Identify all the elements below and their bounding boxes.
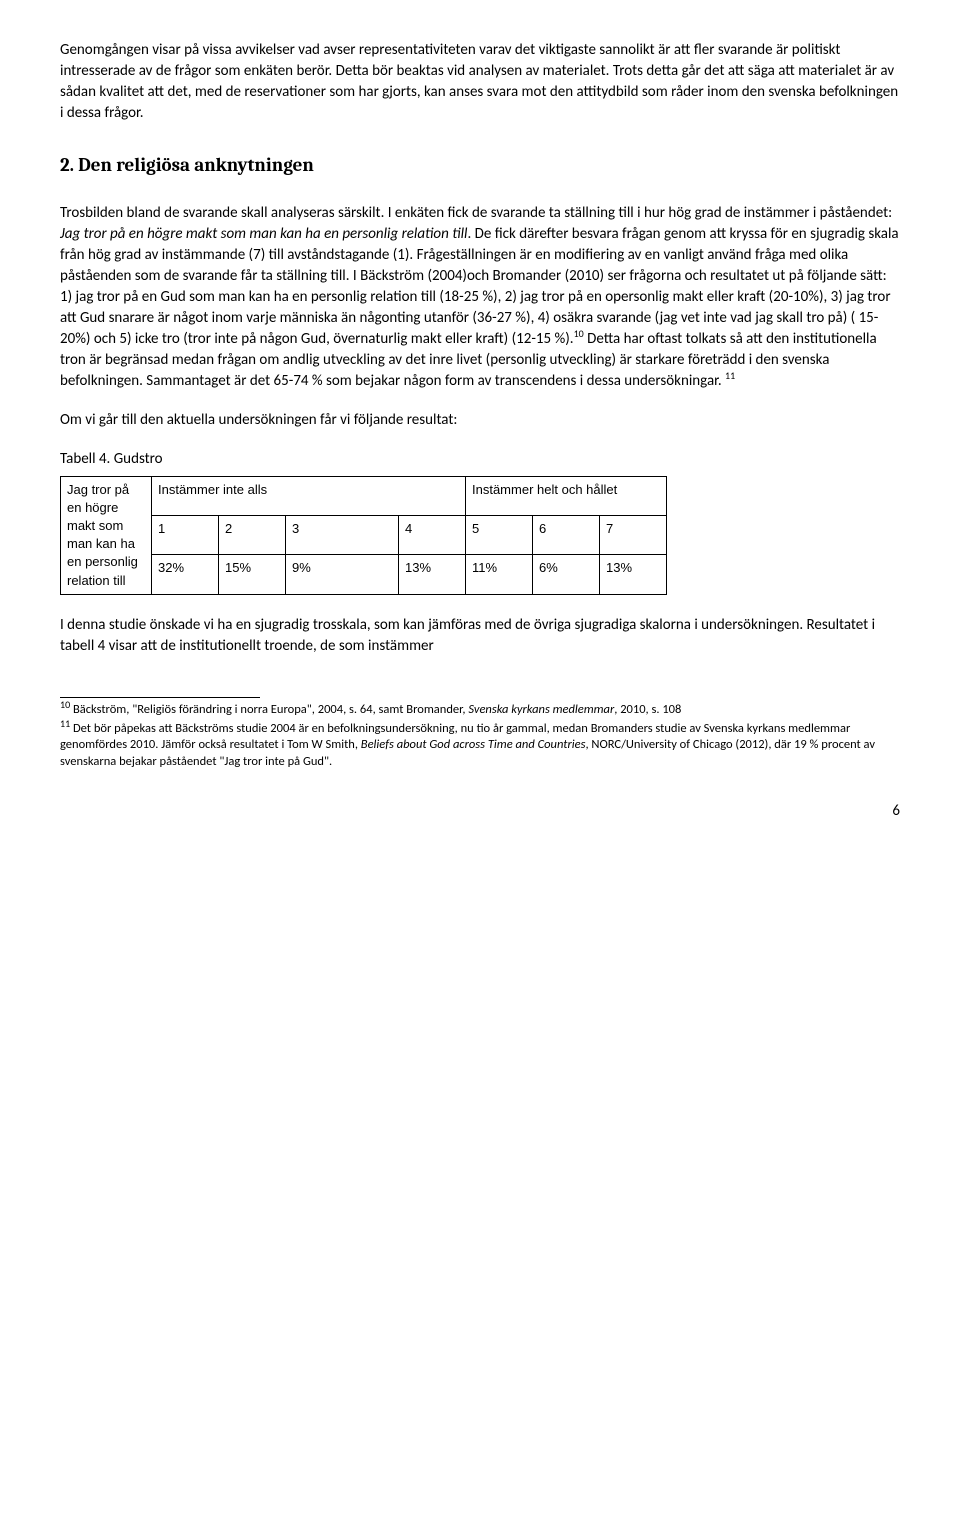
footnote-italic: Beliefs about God across Time and Countr… — [361, 737, 586, 752]
col-num: 4 — [399, 515, 466, 554]
cell-value: 15% — [219, 555, 286, 594]
paragraph-after-table: I denna studie önskade vi ha en sjugradi… — [60, 615, 900, 657]
footnote-ref-11: 11 — [725, 369, 735, 382]
paragraph-main: Trosbilden bland de svarande skall analy… — [60, 203, 900, 392]
table-row: 32% 15% 9% 13% 11% 6% 13% — [61, 555, 667, 594]
footnote-10: 10 Bäckström, "Religiös förändring i nor… — [60, 702, 900, 719]
footnote-number: 10 — [60, 698, 70, 711]
paragraph-lead: Om vi går till den aktuella undersökning… — [60, 410, 900, 431]
section-heading: 2. Den religiösa anknytningen — [60, 152, 900, 179]
table-row: Jag tror på en högre makt som man kan ha… — [61, 476, 667, 515]
col-num: 7 — [600, 515, 667, 554]
italic-phrase: Jag tror på en högre makt som man kan ha… — [60, 225, 467, 243]
col-num: 3 — [286, 515, 399, 554]
col-span-left: Instämmer inte alls — [152, 476, 466, 515]
cell-value: 11% — [466, 555, 533, 594]
cell-value: 13% — [600, 555, 667, 594]
row-header: Jag tror på en högre makt som man kan ha… — [61, 476, 152, 594]
cell-value: 6% — [533, 555, 600, 594]
cell-value: 13% — [399, 555, 466, 594]
table-gudstro: Jag tror på en högre makt som man kan ha… — [60, 476, 667, 595]
footnote-italic: Svenska kyrkans medlemmar — [468, 702, 614, 717]
table-row: 1 2 3 4 5 6 7 — [61, 515, 667, 554]
text-segment: Trosbilden bland de svarande skall analy… — [60, 204, 892, 222]
footnote-ref-10: 10 — [574, 327, 584, 340]
col-span-right: Instämmer helt och hållet — [466, 476, 667, 515]
page-number: 6 — [60, 801, 900, 822]
footnote-text: Bäckström, "Religiös förändring i norra … — [70, 702, 468, 717]
col-num: 2 — [219, 515, 286, 554]
footnote-number: 11 — [60, 716, 70, 729]
col-num: 1 — [152, 515, 219, 554]
cell-value: 32% — [152, 555, 219, 594]
cell-value: 9% — [286, 555, 399, 594]
table-title: Tabell 4. Gudstro — [60, 449, 900, 470]
paragraph-intro: Genomgången visar på vissa avvikelser va… — [60, 40, 900, 124]
footnote-text: , 2010, s. 108 — [614, 702, 681, 717]
footnote-11: 11 Det bör påpekas att Bäckströms studie… — [60, 721, 900, 772]
col-num: 6 — [533, 515, 600, 554]
col-num: 5 — [466, 515, 533, 554]
